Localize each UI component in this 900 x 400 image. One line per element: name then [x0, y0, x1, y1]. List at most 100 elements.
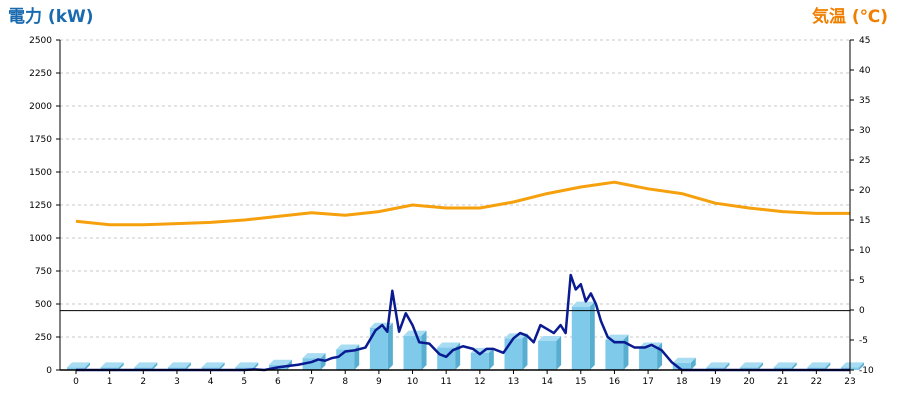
bar-top — [807, 362, 831, 368]
bar-18 — [672, 357, 696, 370]
bar-top — [571, 301, 595, 307]
bar-side — [758, 362, 764, 370]
x-tick-label: 9 — [376, 377, 382, 387]
bar-side — [589, 301, 595, 370]
x-tick-label: 16 — [609, 377, 621, 387]
bar-front — [605, 339, 624, 370]
bar-front — [100, 367, 119, 370]
bar-front — [67, 367, 85, 370]
bar-11 — [437, 342, 461, 370]
x-tick-label: 5 — [241, 377, 247, 387]
right-tick-label: 20 — [859, 186, 871, 196]
bar-front — [807, 367, 826, 370]
bar-side — [791, 362, 797, 370]
bar-front — [302, 358, 321, 370]
right-tick-label: 0 — [859, 306, 865, 316]
bar-front — [672, 362, 691, 370]
x-tick-label: 19 — [710, 377, 722, 387]
right-tick-label: 25 — [859, 156, 870, 166]
x-tick-label: 18 — [676, 377, 688, 387]
bar-side — [623, 334, 629, 370]
bar-top — [201, 362, 225, 368]
temperature-line — [75, 180, 850, 227]
x-tick-label: 10 — [407, 377, 419, 387]
bar-top — [336, 344, 360, 350]
left-axis-title: 電力 (kW) — [8, 7, 94, 27]
right-tick-label: -10 — [859, 366, 874, 376]
bar-top — [302, 353, 326, 359]
right-axis-title: 気温 (℃) — [811, 7, 888, 27]
bar-top — [773, 362, 797, 368]
bar-top — [268, 359, 292, 365]
bar-14 — [538, 335, 562, 370]
x-tick-label: 12 — [474, 377, 485, 387]
left-tick-label: 0 — [46, 366, 52, 376]
right-tick-label: 40 — [859, 66, 871, 76]
x-tick-label: 14 — [541, 377, 553, 387]
bar-front — [235, 367, 254, 370]
right-tick-label: 35 — [859, 96, 870, 106]
bar-top — [538, 335, 562, 341]
right-tick-label: 15 — [859, 216, 870, 226]
bar-front — [504, 338, 523, 370]
left-tick-label: 1250 — [29, 201, 52, 211]
bar-13 — [504, 333, 528, 370]
bar-top — [100, 362, 124, 368]
x-tick-label: 17 — [642, 377, 653, 387]
bar-front — [201, 367, 220, 370]
x-tick-label: 22 — [811, 377, 822, 387]
bar-top — [740, 362, 764, 368]
bar-top — [167, 362, 191, 368]
bar-1 — [100, 362, 124, 370]
right-tick-label: 30 — [859, 126, 871, 136]
bar-top — [672, 357, 696, 363]
x-tick-label: 1 — [107, 377, 113, 387]
bar-front — [403, 335, 422, 370]
x-tick-label: 6 — [275, 377, 281, 387]
x-tick-label: 21 — [777, 377, 788, 387]
bar-side — [859, 362, 864, 370]
x-tick-label: 13 — [508, 377, 519, 387]
bar-top — [235, 362, 259, 368]
bar-side — [387, 322, 393, 370]
bar-side — [219, 362, 225, 370]
bar-16 — [605, 334, 629, 370]
bar-side — [522, 333, 528, 370]
bar-20 — [740, 362, 764, 370]
bar-side — [724, 362, 730, 370]
left-tick-label: 250 — [35, 333, 52, 343]
bar-21 — [773, 362, 797, 370]
bar-22 — [807, 362, 831, 370]
bar-top — [706, 362, 730, 368]
x-tick-label: 0 — [73, 377, 79, 387]
left-tick-label: 1750 — [29, 135, 52, 145]
bar-side — [85, 362, 90, 370]
right-tick-label: 45 — [859, 36, 870, 46]
bar-5 — [235, 362, 259, 370]
bar-side — [118, 362, 124, 370]
x-tick-label: 7 — [309, 377, 315, 387]
bar-front — [639, 347, 658, 370]
bar-side — [421, 330, 427, 370]
left-tick-label: 750 — [35, 267, 52, 277]
bar-front — [167, 367, 186, 370]
bar-top — [67, 362, 90, 368]
bar-front — [369, 327, 388, 370]
left-tick-label: 500 — [35, 300, 52, 310]
bar-side — [488, 347, 494, 370]
x-tick-label: 11 — [440, 377, 451, 387]
right-tick-label: 5 — [859, 276, 865, 286]
x-tick-label: 4 — [208, 377, 214, 387]
bar-3 — [167, 362, 191, 370]
x-tick-label: 15 — [575, 377, 586, 387]
bar-top — [437, 342, 461, 348]
bar-top — [841, 362, 864, 368]
bar-top — [134, 362, 158, 368]
power-line — [76, 273, 850, 372]
bar-15 — [571, 301, 595, 370]
bar-side — [253, 362, 259, 370]
bar-10 — [403, 330, 427, 370]
right-tick-label: -5 — [859, 336, 868, 346]
bar-19 — [706, 362, 730, 370]
x-tick-label: 2 — [140, 377, 146, 387]
